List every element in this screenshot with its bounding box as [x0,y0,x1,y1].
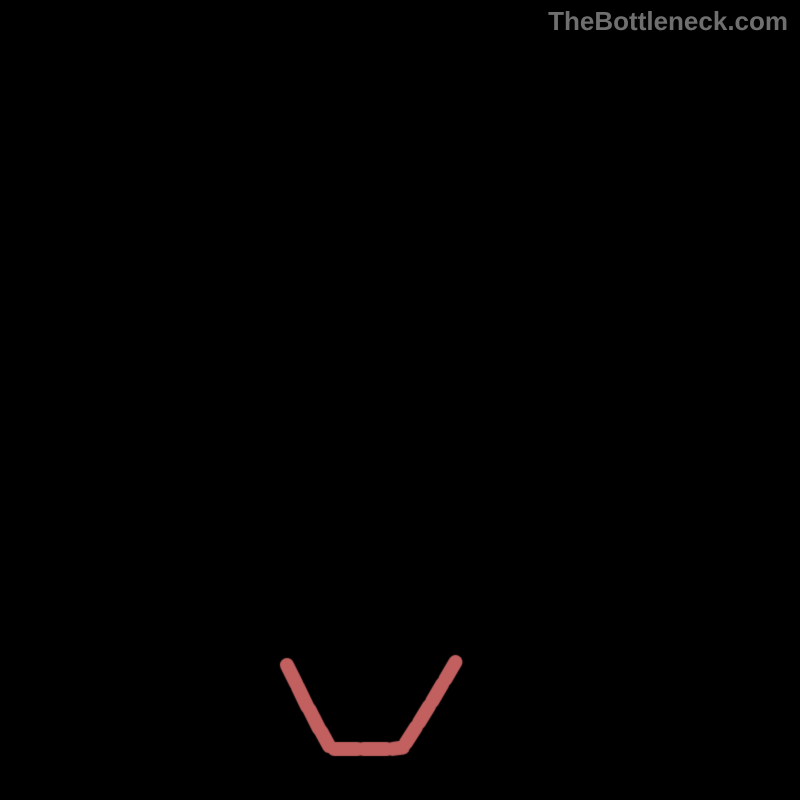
chart-container: TheBottleneck.com [0,0,800,800]
bottleneck-curve-chart [0,0,800,800]
watermark-label: TheBottleneck.com [548,6,788,37]
